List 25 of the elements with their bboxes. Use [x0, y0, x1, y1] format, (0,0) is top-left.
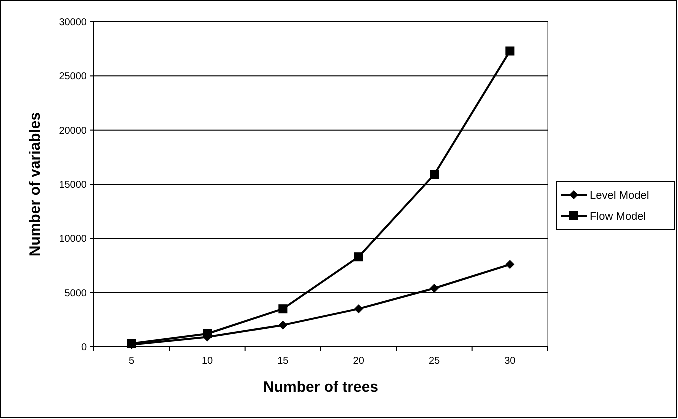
point: [354, 252, 364, 262]
legend-label: Level Model: [590, 190, 650, 202]
x-tick-label: 20: [353, 356, 365, 367]
point: [430, 284, 439, 293]
y-tick-label: 15000: [59, 180, 88, 191]
legend-label: Flow Model: [590, 210, 646, 223]
x-tick-label: 30: [504, 356, 516, 367]
y-tick-label: 25000: [59, 72, 88, 83]
x-tick-label: 25: [428, 356, 440, 367]
x-axis-title: Number of trees: [263, 379, 379, 396]
point: [354, 304, 364, 314]
x-tick-label: 15: [278, 356, 290, 367]
point: [278, 304, 288, 314]
point: [278, 320, 288, 330]
point: [430, 170, 439, 180]
x-tick-label: 5: [129, 356, 136, 367]
y-tick-label: 30000: [59, 18, 88, 28]
point: [506, 46, 515, 56]
y-tick-label: 5000: [64, 288, 88, 300]
y-tick-label: 10000: [59, 234, 88, 246]
y-tick-label: 0: [81, 342, 88, 354]
point: [506, 260, 515, 270]
x-tick-label: 10: [202, 356, 214, 367]
y-tick-label: 20000: [59, 126, 88, 137]
y-axis-title: Number of variables: [27, 112, 44, 257]
